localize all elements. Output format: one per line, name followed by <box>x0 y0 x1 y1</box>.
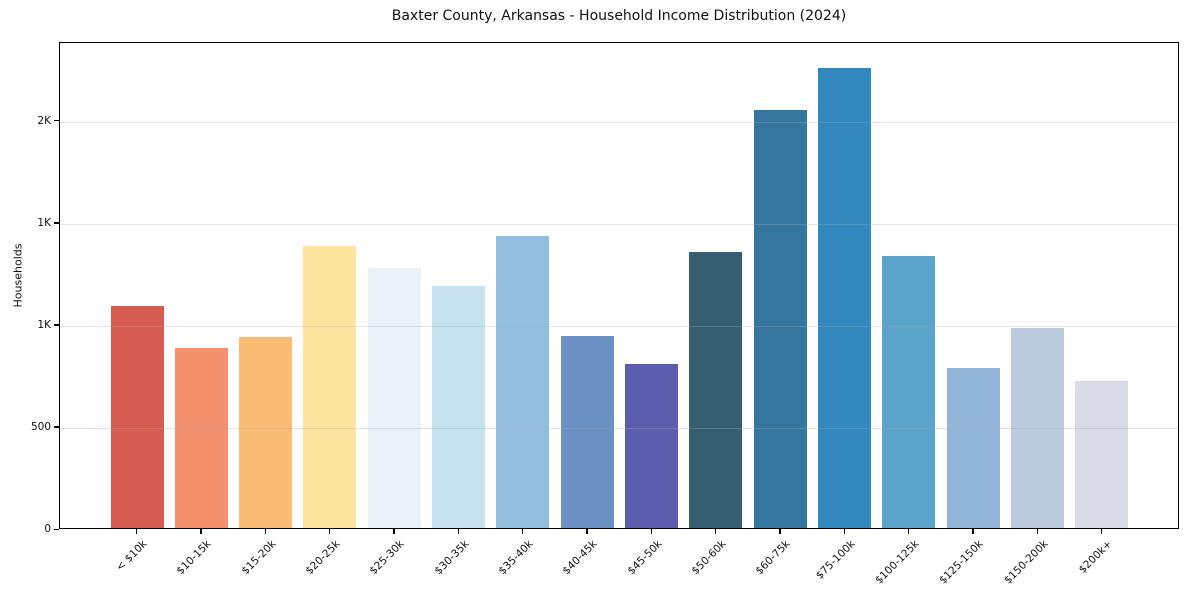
bar-$30-35k <box>432 286 486 528</box>
x-tick-mark <box>1036 529 1038 534</box>
y-tick-label: 1K <box>37 318 51 331</box>
x-tick-mark <box>779 529 781 534</box>
y-tick-mark <box>54 528 59 530</box>
y-tick-label: 500 <box>30 420 51 433</box>
x-tick-mark <box>328 529 331 534</box>
x-tick-mark <box>843 529 845 534</box>
bar-$45-50k <box>625 363 679 528</box>
bar-$35-40k <box>496 236 550 528</box>
bar-$60-75k <box>753 110 807 528</box>
y-tick-mark <box>54 426 59 428</box>
x-tick-mark <box>457 529 459 534</box>
bar-$50-60k <box>689 252 743 528</box>
bar-$20-25k <box>303 246 357 528</box>
x-tick-mark <box>586 529 588 534</box>
bar-$125-150k <box>946 367 1000 528</box>
y-tick-mark <box>54 222 59 224</box>
y-tick-label: 1K <box>37 216 51 229</box>
bar-$200k+ <box>1075 380 1129 528</box>
y-tick-label: 0 <box>44 523 51 535</box>
x-tick-label: < $10k <box>113 538 150 574</box>
y-tick-label: 2K <box>37 114 51 127</box>
x-tick-mark <box>136 529 138 534</box>
y-tick-mark <box>54 120 59 122</box>
x-tick-mark <box>714 529 717 534</box>
bar-$10-15k <box>174 348 228 528</box>
bar-$40-45k <box>560 336 614 528</box>
bar-$75-100k <box>818 67 872 528</box>
x-tick-mark <box>200 529 202 534</box>
gridline <box>60 427 1178 429</box>
y-axis-label: Households <box>11 243 25 308</box>
chart-title: Baxter County, Arkansas - Household Inco… <box>391 8 847 24</box>
bar-$100-125k <box>882 256 936 528</box>
gridline <box>60 121 1178 123</box>
x-tick-mark <box>650 529 652 534</box>
bar-$15-20k <box>239 337 293 528</box>
gridline <box>60 223 1178 225</box>
x-tick-mark <box>972 529 974 534</box>
bar-$25-30k <box>367 267 421 528</box>
gridline <box>60 325 1178 327</box>
y-tick-mark <box>54 324 59 326</box>
x-tick-mark <box>393 529 395 534</box>
bar-< $10k <box>110 306 164 528</box>
plot-area <box>59 42 1179 529</box>
x-tick-mark <box>264 529 266 534</box>
x-tick-mark <box>1100 529 1103 534</box>
x-tick-mark <box>521 529 524 534</box>
bar-$150-200k <box>1011 327 1065 528</box>
x-tick-mark <box>907 529 910 534</box>
